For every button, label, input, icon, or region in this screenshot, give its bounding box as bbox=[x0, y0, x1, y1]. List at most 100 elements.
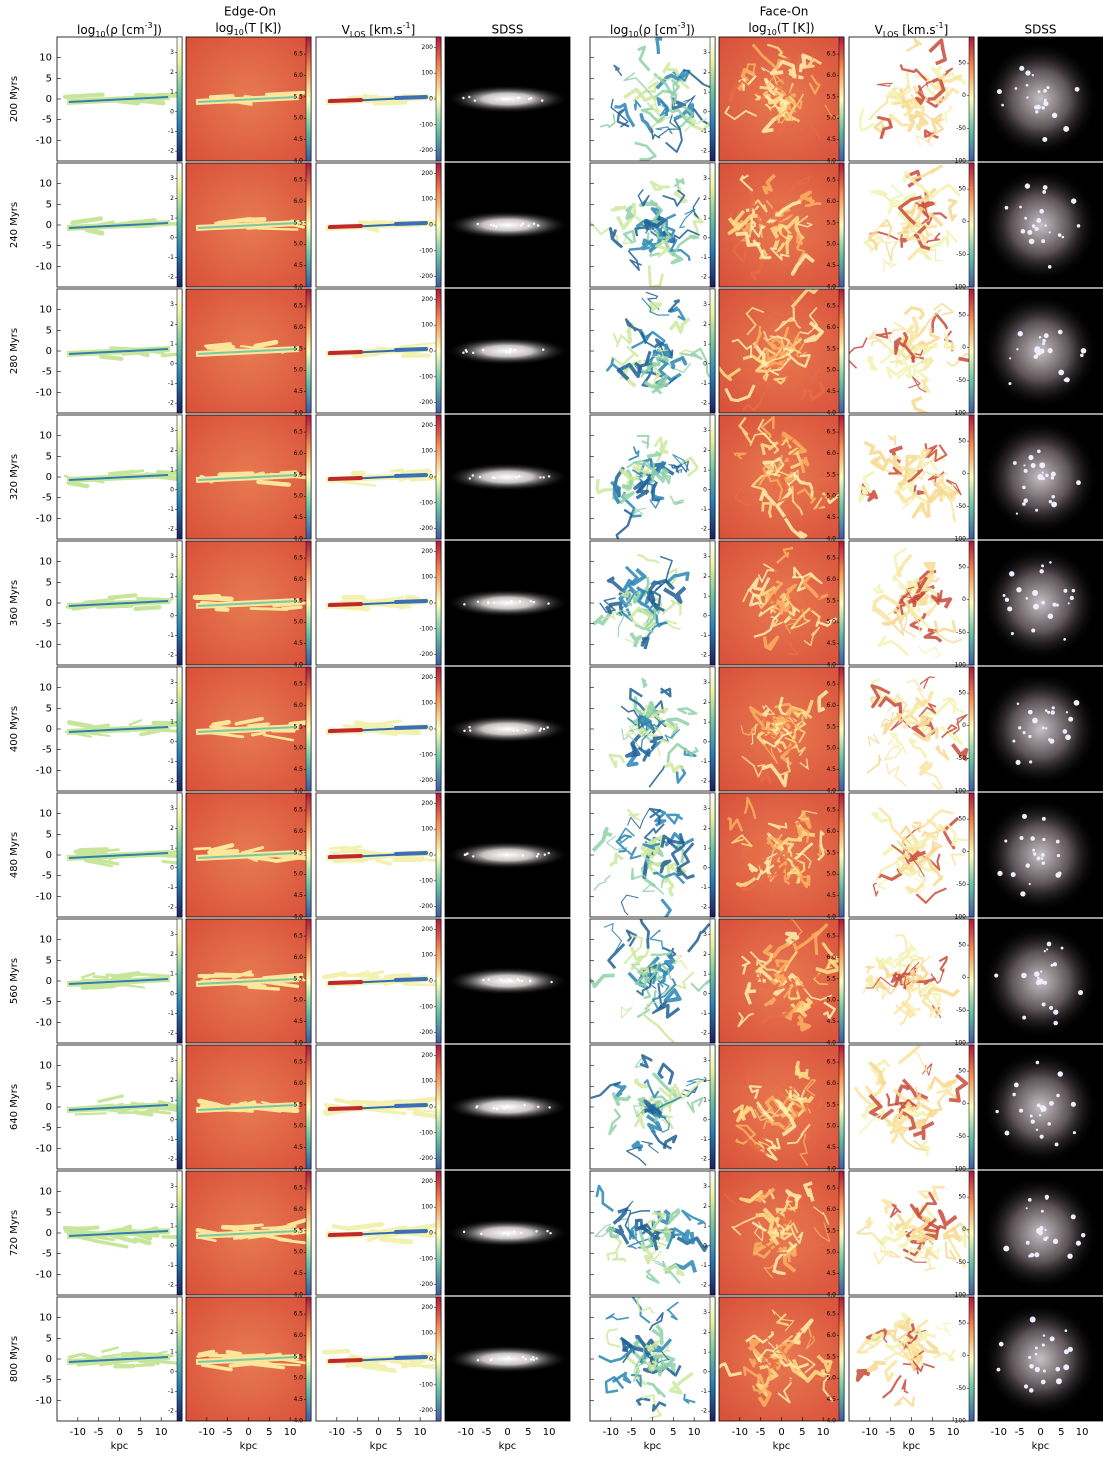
colorbar-tick-label: 4.5 bbox=[826, 1396, 836, 1403]
star-cluster bbox=[1063, 126, 1069, 132]
star-cluster bbox=[997, 89, 1002, 94]
colorbar bbox=[436, 541, 441, 665]
colorbar-tick-label: -1 bbox=[168, 128, 174, 135]
star-cluster bbox=[1023, 464, 1025, 466]
star-cluster bbox=[1041, 239, 1045, 243]
colorbar-tick-label: 5.0 bbox=[826, 1249, 836, 1256]
panel bbox=[445, 793, 570, 917]
gas-filament bbox=[407, 597, 418, 599]
colorbar-tick-label: 2 bbox=[170, 1077, 174, 1084]
star-cluster bbox=[1047, 711, 1050, 714]
x-axis-label: kpc bbox=[644, 1441, 662, 1452]
star-cluster bbox=[1045, 1195, 1049, 1199]
star-cluster bbox=[1042, 1343, 1045, 1346]
y-tick-label: -10 bbox=[36, 765, 52, 776]
colorbar-tick-label: 3 bbox=[170, 553, 174, 560]
star-cluster bbox=[1026, 863, 1030, 867]
panel bbox=[849, 1171, 974, 1295]
colorbar-tick-label: 6.5 bbox=[826, 555, 836, 562]
star-cluster bbox=[1035, 346, 1041, 352]
star-cluster bbox=[1035, 1353, 1038, 1356]
y-tick-label: 5 bbox=[46, 73, 52, 84]
star-cluster bbox=[1041, 853, 1045, 857]
y-tick-label: 0 bbox=[46, 346, 52, 357]
star-cluster bbox=[1001, 104, 1004, 107]
colorbar-tick-label: 5.5 bbox=[293, 849, 303, 856]
star-cluster bbox=[1036, 856, 1040, 860]
colorbar bbox=[839, 667, 844, 791]
star-cluster bbox=[1063, 589, 1067, 593]
colorbar bbox=[436, 415, 441, 539]
y-tick-label: -10 bbox=[36, 1143, 52, 1154]
colorbar-tick-label: 0 bbox=[962, 848, 966, 855]
colorbar-tick-label: 0 bbox=[962, 974, 966, 981]
colorbar-tick-label: 50 bbox=[958, 690, 966, 697]
panel bbox=[445, 919, 570, 1043]
header-part: log bbox=[215, 21, 233, 35]
star-cluster bbox=[995, 1110, 998, 1113]
star-cluster bbox=[1038, 980, 1042, 984]
star-cluster bbox=[1044, 1229, 1046, 1231]
colorbar bbox=[306, 163, 311, 287]
star-cluster bbox=[1067, 1253, 1072, 1258]
star-cluster bbox=[1021, 973, 1027, 979]
colorbar-tick-label: -100 bbox=[419, 751, 433, 758]
receding bbox=[396, 1231, 426, 1232]
colorbar-tick-label: -50 bbox=[956, 881, 966, 888]
panel bbox=[316, 415, 444, 539]
panel bbox=[590, 793, 715, 925]
colorbar-tick-label: 0 bbox=[170, 1116, 174, 1123]
colorbar bbox=[839, 1045, 844, 1169]
star-cluster bbox=[522, 854, 524, 856]
colorbar-tick-label: 100 bbox=[422, 1330, 434, 1337]
colorbar-tick-label: -2 bbox=[168, 274, 174, 281]
colorbar-tick-label: 50 bbox=[958, 186, 966, 193]
star-cluster bbox=[1074, 700, 1080, 706]
colorbar-tick-label: 5.5 bbox=[826, 1227, 836, 1234]
star-cluster bbox=[1042, 339, 1046, 343]
star-cluster bbox=[528, 98, 530, 100]
panel-background bbox=[719, 289, 844, 413]
panel bbox=[978, 541, 1103, 665]
colorbar-tick-label: 5.0 bbox=[826, 367, 836, 374]
colorbar-tick-label: 1 bbox=[170, 719, 174, 726]
row-label: 320 Myrs bbox=[9, 454, 20, 500]
header-part: -1 bbox=[403, 21, 411, 30]
star-cluster bbox=[482, 349, 484, 351]
colorbar-tick-label: 6.5 bbox=[293, 555, 303, 562]
colorbar-tick-label: 2 bbox=[703, 1329, 707, 1336]
colorbar-tick-label: 4.5 bbox=[293, 1270, 303, 1277]
column-header: SDSS bbox=[1024, 23, 1056, 37]
colorbar-tick-label: 5.5 bbox=[293, 975, 303, 982]
colorbar-tick-label: 3 bbox=[703, 1183, 707, 1190]
colorbar-tick-label: 0 bbox=[962, 596, 966, 603]
colorbar-tick-label: -2 bbox=[701, 526, 707, 533]
star-cluster bbox=[533, 601, 535, 603]
star-cluster bbox=[1043, 185, 1048, 190]
receding bbox=[396, 1105, 426, 1106]
colorbar-tick-label: 100 bbox=[422, 574, 434, 581]
row-label: 640 Myrs bbox=[9, 1084, 20, 1130]
star-cluster bbox=[1058, 872, 1062, 876]
column-header: VLOS [km.s-1] bbox=[875, 21, 949, 39]
star-cluster bbox=[518, 475, 520, 477]
star-cluster bbox=[1023, 731, 1026, 734]
gas-filament bbox=[217, 609, 228, 610]
colorbar-tick-label: 0 bbox=[429, 348, 433, 355]
star-cluster bbox=[1029, 760, 1032, 763]
colorbar-tick-label: -1 bbox=[701, 884, 707, 891]
star-cluster bbox=[1042, 342, 1045, 345]
approaching bbox=[330, 1360, 361, 1361]
star-cluster bbox=[1056, 1378, 1062, 1384]
x-tick-label: 10 bbox=[543, 1427, 556, 1438]
star-cluster bbox=[542, 476, 544, 478]
group-title: Face-On bbox=[760, 5, 809, 19]
colorbar-tick-label: -100 bbox=[419, 625, 433, 632]
y-tick-label: 5 bbox=[46, 325, 52, 336]
colorbar-tick-label: -100 bbox=[419, 499, 433, 506]
colorbar bbox=[969, 1171, 974, 1295]
star-cluster bbox=[1027, 230, 1032, 235]
colorbar-tick-label: 6.0 bbox=[826, 702, 836, 709]
colorbar-tick-label: 100 bbox=[422, 70, 434, 77]
